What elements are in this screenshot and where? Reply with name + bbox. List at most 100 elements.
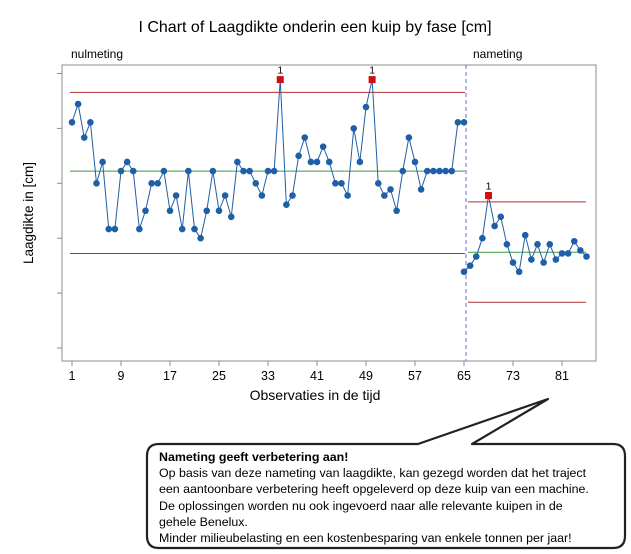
data-point: [338, 180, 345, 187]
data-point: [191, 225, 198, 233]
data-point: [546, 241, 554, 248]
data-point: [454, 119, 462, 126]
data-point: [583, 253, 590, 260]
data-point: [423, 167, 431, 175]
data-point: [197, 234, 204, 242]
data-point: [185, 167, 192, 175]
x-tick-label: 33: [261, 369, 275, 383]
data-series: [68, 76, 590, 276]
data-point: [221, 192, 229, 199]
x-tick-label: 41: [310, 369, 324, 383]
callout-bubble: [145, 397, 627, 550]
data-point: [74, 100, 82, 108]
data-point: [497, 213, 505, 221]
plot-area: [61, 64, 597, 362]
data-point: [381, 192, 388, 199]
data-point: [356, 158, 364, 166]
flagged-point: [276, 76, 284, 84]
data-point: [515, 268, 523, 276]
x-tick-label: 9: [118, 369, 125, 383]
y-axis-label: Laagdikte in [cm]: [21, 162, 36, 264]
callout-line: De oplossingen worden nu ook ingevoerd n…: [159, 498, 563, 513]
data-point: [460, 268, 468, 276]
data-point: [417, 186, 425, 193]
data-point: [540, 259, 547, 266]
data-point: [148, 180, 155, 187]
y-axis-ticks: [57, 73, 62, 349]
callout-line: gehele Benelux.: [159, 514, 248, 529]
data-point: [307, 158, 315, 166]
data-point: [313, 158, 321, 166]
data-point: [564, 250, 572, 257]
data-point: [246, 167, 253, 175]
data-point: [209, 167, 217, 175]
chart-title: I Chart of Laagdikte onderin een kuip by…: [138, 19, 491, 36]
data-point: [178, 225, 186, 233]
data-point: [491, 222, 498, 230]
data-point: [387, 186, 394, 193]
data-point: [117, 167, 125, 175]
data-point: [264, 167, 272, 175]
data-point: [405, 134, 413, 141]
flag-label: 1: [277, 66, 283, 77]
data-point: [301, 134, 309, 141]
data-point: [234, 158, 241, 166]
data-point: [142, 207, 149, 215]
x-tick-label: 49: [359, 369, 373, 383]
data-point: [87, 119, 94, 126]
data-point: [270, 167, 278, 175]
data-point: [105, 225, 113, 233]
data-point: [166, 207, 174, 215]
callout-line: Minder milieubelasting en een kostenbesp…: [159, 531, 572, 546]
x-tick-label: 17: [163, 369, 177, 383]
data-point: [295, 152, 302, 160]
flagged-point: [368, 76, 376, 84]
x-tick-label: 65: [457, 369, 471, 383]
data-point: [442, 167, 449, 175]
data-point: [528, 256, 535, 263]
data-point: [258, 192, 266, 199]
x-axis-label: Observaties in de tijd: [250, 387, 381, 403]
data-point: [344, 192, 351, 199]
data-point: [430, 167, 437, 175]
callout-text: Nameting geeft verbetering aan! Op basis…: [147, 444, 625, 548]
x-axis-ticks: 1 9 17 25 33 41 49 57 65 73 81: [69, 361, 569, 383]
data-point: [227, 213, 235, 221]
data-point: [80, 134, 88, 141]
data-point: [332, 180, 339, 187]
flag-label: 1: [369, 66, 375, 77]
data-point: [203, 207, 211, 215]
data-point: [509, 259, 517, 266]
callout-title: Nameting geeft verbetering aan!: [159, 450, 349, 464]
data-point: [68, 119, 76, 126]
data-point: [374, 180, 382, 187]
data-point: [479, 234, 486, 242]
data-point: [503, 241, 511, 248]
data-point: [534, 241, 541, 248]
data-point: [215, 207, 223, 215]
data-point: [436, 167, 443, 175]
data-point: [552, 256, 560, 263]
data-point: [129, 167, 137, 175]
data-point: [123, 158, 131, 166]
data-point: [240, 167, 247, 175]
data-point: [448, 167, 456, 175]
data-point: [460, 119, 468, 126]
x-tick-label: 73: [506, 369, 520, 383]
data-point: [362, 103, 370, 111]
data-point: [558, 250, 566, 257]
data-point: [466, 262, 474, 269]
x-tick-label: 81: [555, 369, 569, 383]
data-point: [393, 207, 400, 215]
x-tick-label: 57: [408, 369, 422, 383]
data-point: [93, 180, 100, 187]
out-of-control-flags: 1 1 1: [277, 66, 491, 193]
callout-line: een aantoonbare verbetering heeft opgele…: [159, 482, 589, 497]
flag-label: 1: [486, 182, 492, 193]
data-point: [350, 125, 358, 132]
data-point: [136, 225, 143, 233]
data-point: [111, 225, 119, 233]
phase-label-nameting: nameting: [473, 47, 522, 61]
data-point: [411, 158, 419, 166]
